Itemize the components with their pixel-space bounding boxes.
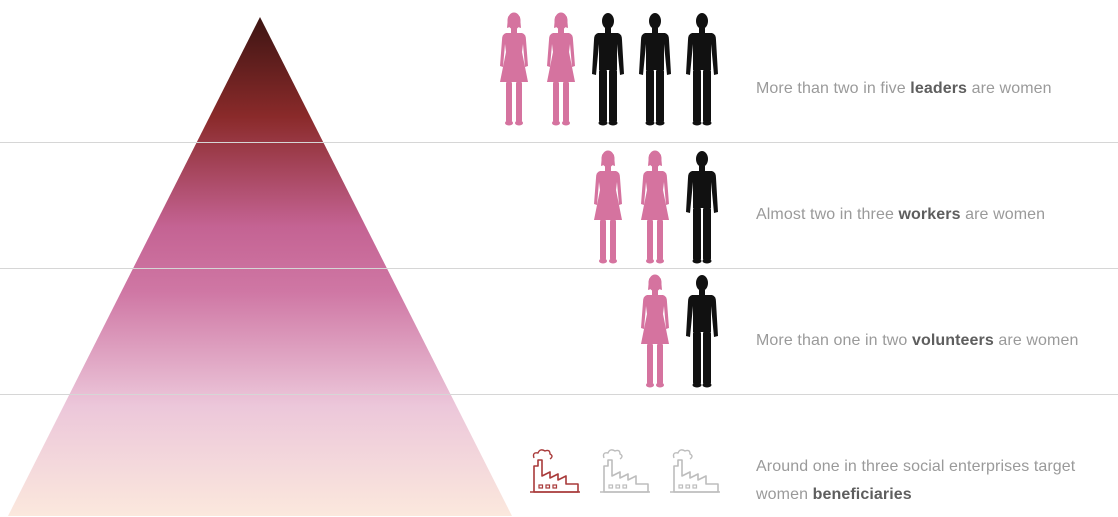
leaders-caption: More than two in five leaders are women <box>756 75 1052 103</box>
caption-bold-word: workers <box>898 206 961 223</box>
row-divider <box>0 394 1118 395</box>
workers-caption: Almost two in three workers are women <box>756 201 1045 229</box>
factory-icon <box>530 449 580 493</box>
woman-figure-icon <box>547 12 575 126</box>
man-figure-icon <box>592 13 624 126</box>
man-figure-icon <box>686 275 718 388</box>
factory-icon <box>670 449 720 493</box>
caption-bold-word: beneficiaries <box>812 486 912 503</box>
factory-icon <box>600 449 650 493</box>
pyramid <box>8 17 512 516</box>
man-figure-icon <box>639 13 671 126</box>
caption-text: women <box>756 486 813 503</box>
row-divider <box>0 142 1118 143</box>
caption-text: More than two in five <box>756 80 911 97</box>
woman-figure-icon <box>641 150 669 264</box>
man-figure-icon <box>686 13 718 126</box>
row-divider <box>0 268 1118 269</box>
woman-figure-icon <box>594 150 622 264</box>
caption-bold-word: volunteers <box>911 332 994 349</box>
caption-text: Around one in three social enterprises t… <box>756 458 1076 475</box>
pyramid-shape <box>8 17 512 516</box>
woman-figure-icon <box>641 274 669 388</box>
beneficiaries-caption: Around one in three social enterprises t… <box>756 453 1075 509</box>
caption-text: are women <box>967 80 1052 97</box>
caption-text: are women <box>993 332 1079 349</box>
volunteers-caption: More than one in two volunteers are wome… <box>756 327 1078 355</box>
caption-text: More than one in two <box>756 332 912 349</box>
caption-bold-word: leaders <box>910 80 968 97</box>
caption-text: are women <box>960 206 1046 223</box>
woman-figure-icon <box>500 12 528 126</box>
caption-text: Almost two in three <box>756 206 899 223</box>
man-figure-icon <box>686 151 718 264</box>
